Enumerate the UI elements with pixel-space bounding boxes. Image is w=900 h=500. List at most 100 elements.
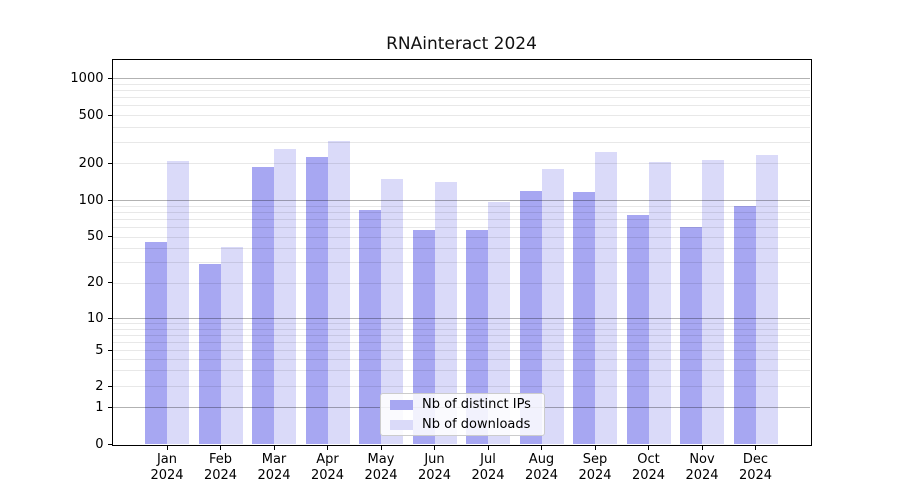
gridline-minor-3: [113, 370, 810, 372]
x-tick-may: [380, 445, 382, 450]
gridline-minor-7: [113, 334, 810, 336]
x-tick-label-aug: Aug 2024: [524, 452, 559, 483]
gridline-minor-9: [113, 323, 810, 325]
x-tick-jul: [487, 445, 489, 450]
gridline-major-10: [113, 318, 810, 320]
bar-distinct-ips-jul: [466, 229, 488, 444]
gridline-minor-6: [113, 341, 810, 343]
x-tick-label-dec: Dec 2024: [738, 452, 773, 483]
bar-downloads-sep: [595, 151, 617, 444]
y-tick-label-1000: 1000: [70, 70, 104, 86]
bar-downloads-dec: [755, 155, 778, 444]
x-tick-label-jun: Jun 2024: [417, 452, 452, 483]
chart-title: RNAinteract 2024: [386, 34, 537, 54]
y-tick-label-5: 5: [95, 342, 104, 358]
gridline-minor-300: [113, 141, 810, 143]
gridline-minor-80: [113, 212, 810, 214]
legend-item-downloads: Nb of downloads: [390, 417, 544, 433]
x-tick-aug: [541, 445, 543, 450]
gridline-minor-400: [113, 126, 810, 128]
gridline-minor-60: [113, 227, 810, 229]
bar-downloads-jun: [434, 181, 457, 444]
y-tick-label-20: 20: [86, 275, 104, 291]
y-tick-label-500: 500: [78, 107, 104, 123]
x-tick-label-may: May 2024: [364, 452, 398, 483]
legend: Nb of distinct IPs Nb of downloads: [380, 393, 545, 436]
x-tick-feb: [220, 445, 222, 450]
gridline-minor-2: [113, 386, 810, 387]
bar-distinct-ips-nov: [680, 227, 702, 444]
x-tick-label-sep: Sep 2024: [578, 452, 612, 483]
y-tick-label-100: 100: [78, 192, 104, 208]
x-tick-label-feb: Feb 2024: [203, 452, 238, 483]
bar-downloads-jul: [488, 201, 510, 444]
x-tick-dec: [755, 445, 757, 450]
bar-distinct-ips-apr: [305, 157, 328, 444]
y-tick-5: [107, 349, 112, 351]
gridline-major-100: [113, 200, 810, 202]
gridline-minor-30: [113, 262, 810, 264]
y-tick-2: [107, 385, 112, 387]
bar-downloads-apr: [327, 140, 350, 444]
bar-distinct-ips-jun: [412, 229, 435, 444]
y-tick-label-50: 50: [86, 229, 104, 245]
legend-item-distinct-ips: Nb of distinct IPs: [390, 397, 544, 413]
x-tick-label-apr: Apr 2024: [310, 452, 345, 483]
x-tick-label-nov: Nov 2024: [685, 452, 719, 483]
y-tick-20: [107, 282, 112, 284]
y-tick-100: [107, 199, 112, 202]
gridline-minor-20: [113, 282, 810, 284]
gridline-minor-700: [113, 97, 810, 99]
legend-label-downloads: Nb of downloads: [422, 417, 531, 432]
x-tick-label-mar: Mar 2024: [257, 452, 291, 483]
gridline-minor-4: [113, 358, 810, 360]
legend-swatch-distinct-ips: [390, 399, 413, 410]
bar-downloads-jan: [167, 160, 189, 444]
x-tick-apr: [327, 445, 329, 450]
y-tick-label-1: 1: [95, 399, 104, 415]
legend-swatch-downloads: [390, 419, 413, 430]
legend-label-distinct-ips: Nb of distinct IPs: [422, 397, 531, 412]
gridline-minor-200: [113, 163, 810, 165]
bar-downloads-may: [381, 179, 403, 444]
y-tick-label-10: 10: [86, 310, 104, 326]
gridline-minor-600: [113, 105, 810, 107]
gridline-major-1000: [113, 78, 810, 80]
y-tick-10: [107, 317, 112, 320]
y-tick-label-2: 2: [95, 378, 104, 394]
bar-downloads-mar: [274, 149, 296, 444]
gridline-minor-800: [113, 90, 810, 92]
bar-downloads-aug: [541, 168, 564, 444]
bar-downloads-nov: [702, 160, 724, 444]
bar-distinct-ips-feb: [198, 264, 221, 444]
x-tick-sep: [594, 445, 596, 450]
x-tick-label-oct: Oct 2024: [631, 452, 666, 483]
y-tick-1000: [107, 77, 112, 80]
gridline-minor-5: [113, 350, 810, 351]
x-tick-label-jan: Jan 2024: [150, 452, 184, 483]
x-tick-nov: [701, 445, 703, 450]
x-tick-oct: [648, 445, 650, 450]
y-tick-1: [107, 406, 112, 409]
bar-distinct-ips-may: [359, 210, 381, 444]
x-tick-jan: [166, 445, 168, 450]
bar-distinct-ips-sep: [573, 192, 595, 444]
y-tick-label-0: 0: [95, 436, 104, 452]
bar-downloads-feb: [220, 246, 243, 444]
bar-distinct-ips-oct: [626, 214, 649, 444]
gridline-minor-500: [113, 115, 810, 116]
gridline-minor-50: [113, 236, 810, 238]
bar-distinct-ips-mar: [252, 167, 274, 444]
y-tick-label-200: 200: [78, 155, 104, 171]
bar-distinct-ips-aug: [519, 191, 542, 444]
gridline-minor-8: [113, 328, 810, 330]
y-tick-50: [107, 236, 112, 238]
bar-distinct-ips-dec: [733, 206, 756, 444]
gridline-minor-90: [113, 205, 810, 207]
x-tick-jun: [434, 445, 436, 450]
x-tick-mar: [273, 445, 275, 450]
bar-distinct-ips-jan: [145, 241, 167, 444]
gridline-minor-900: [113, 83, 810, 85]
y-tick-0: [107, 443, 112, 445]
